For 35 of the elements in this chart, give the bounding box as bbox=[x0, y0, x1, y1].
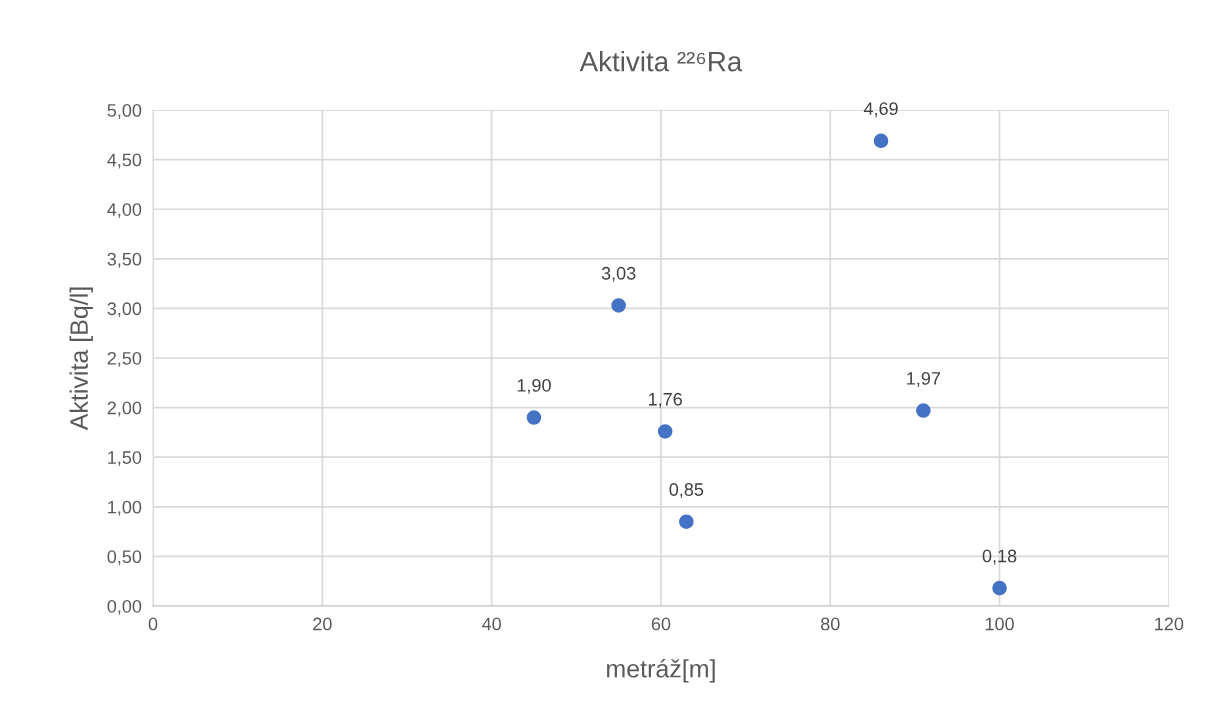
point bbox=[657, 424, 673, 439]
data-label: 1,97 bbox=[907, 372, 941, 387]
y-tick-label: 3,50 bbox=[107, 252, 142, 268]
x-tick-label: 100 bbox=[985, 617, 1014, 631]
y-tick-label: 2,50 bbox=[107, 351, 142, 367]
x-tick-label: 0 bbox=[148, 617, 158, 631]
point bbox=[679, 514, 694, 529]
point bbox=[526, 410, 542, 425]
y-tick-label: 0,00 bbox=[107, 599, 142, 615]
x-tick-label: 80 bbox=[820, 617, 840, 631]
y-tick-label: 4,50 bbox=[107, 153, 142, 169]
y-tick-label: 5,00 bbox=[107, 103, 142, 119]
y-tick-label: 4,00 bbox=[107, 203, 142, 219]
data-label: 1,76 bbox=[648, 392, 682, 408]
point bbox=[992, 580, 1007, 596]
x-tick-label: 20 bbox=[313, 617, 332, 631]
chart-title: Aktivita ²²⁶Ra bbox=[579, 51, 743, 72]
y-axis-title: Aktivita [Bq/l] bbox=[69, 287, 93, 431]
x-tick-label: 120 bbox=[1155, 617, 1184, 631]
x-tick-label: 40 bbox=[482, 617, 501, 631]
data-label: 0,85 bbox=[669, 483, 704, 499]
data-label: 0,18 bbox=[982, 549, 1017, 565]
y-tick-label: 1,00 bbox=[108, 500, 142, 516]
data-label: 1,90 bbox=[517, 378, 551, 394]
point bbox=[916, 403, 931, 418]
x-axis-title: metráž[m] bbox=[607, 658, 715, 683]
y-tick-label: 1,50 bbox=[108, 451, 142, 467]
data-label: 4,69 bbox=[863, 102, 898, 118]
y-tick-label: 2,00 bbox=[107, 401, 142, 417]
y-tick-label: 0,50 bbox=[107, 550, 142, 566]
data-label: 3,03 bbox=[601, 266, 636, 282]
point bbox=[611, 298, 626, 313]
y-tick-label: 3,00 bbox=[107, 302, 142, 318]
point bbox=[873, 133, 889, 149]
x-tick-label: 60 bbox=[651, 617, 671, 631]
